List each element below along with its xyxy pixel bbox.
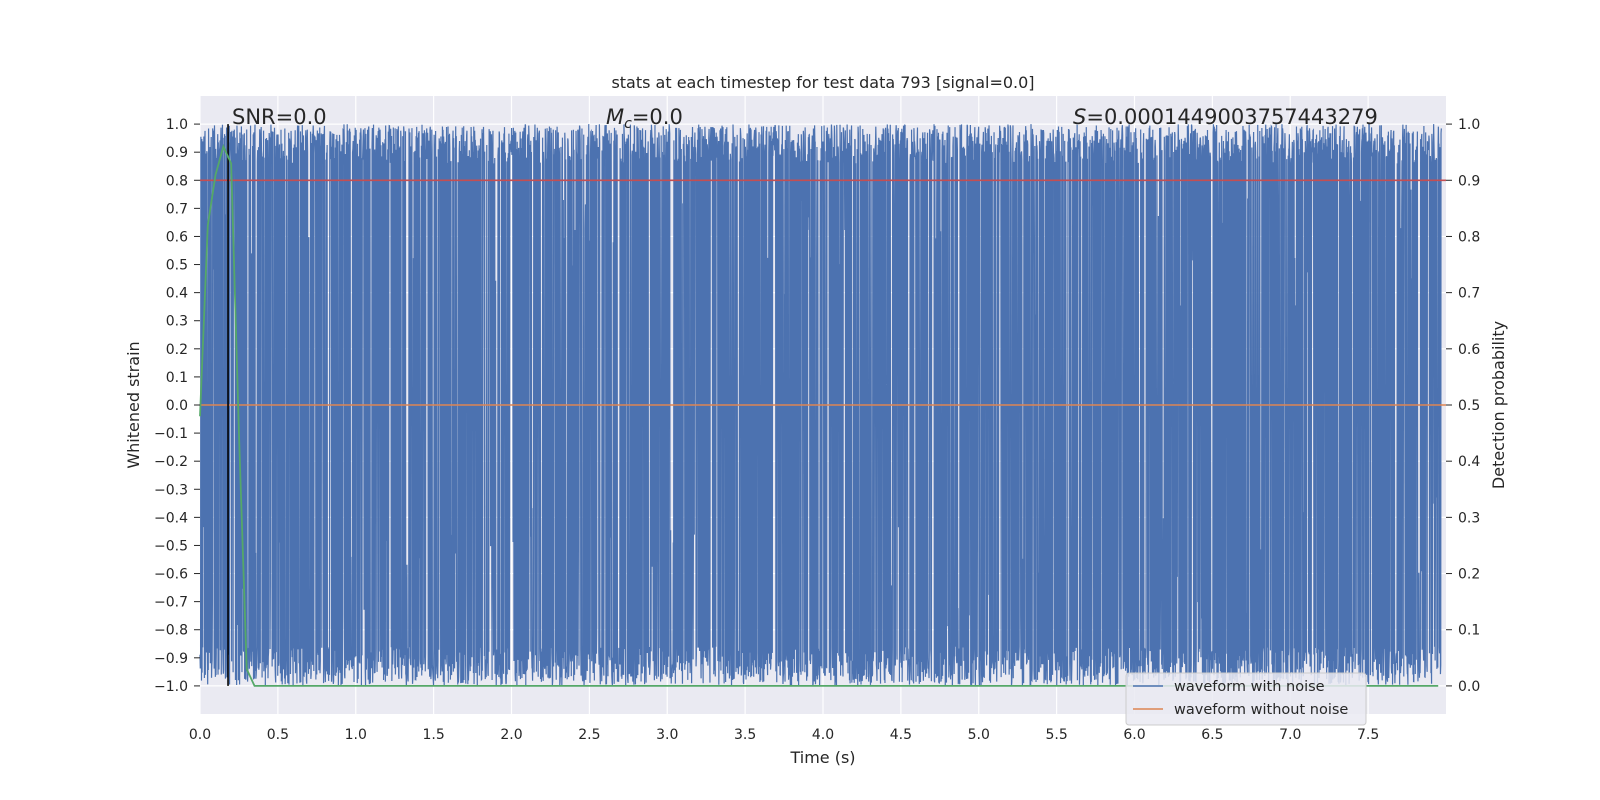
legend-label-clean: waveform without noise xyxy=(1174,702,1348,718)
y2-tick-label: 0.7 xyxy=(1458,286,1480,302)
y2-tick-label: 1.0 xyxy=(1458,117,1480,133)
x-tick-label: 5.0 xyxy=(968,727,990,743)
y-tick-label: −0.6 xyxy=(154,567,188,583)
x-tick-label: 6.5 xyxy=(1201,727,1223,743)
y2-tick-label: 0.9 xyxy=(1458,173,1480,189)
y-tick-label: 0.9 xyxy=(166,145,188,161)
overlay-series xyxy=(199,124,1446,687)
x-axis-label: Time (s) xyxy=(789,748,855,767)
y-axis-label: Whitened strain xyxy=(124,341,143,468)
y-tick-label: 0.3 xyxy=(166,314,188,330)
y2-tick-label: 0.1 xyxy=(1458,623,1480,639)
y-tick-label: −0.7 xyxy=(154,595,188,611)
y2-tick-label: 0.0 xyxy=(1458,679,1480,695)
y2-tick-labels: 1.0 0.9 0.8 0.7 0.6 0.5 0.4 0.3 0.2 0.1 0.0 xyxy=(1446,117,1480,695)
noise-series xyxy=(199,122,1442,688)
y2-tick-label: 0.6 xyxy=(1458,342,1480,358)
y2-tick-label: 0.4 xyxy=(1458,454,1480,470)
legend: waveform with noise waveform without noi… xyxy=(1125,672,1367,726)
y-tick-label: −0.8 xyxy=(154,623,188,639)
y-tick-label: −0.2 xyxy=(154,454,188,470)
x-tick-label: 5.5 xyxy=(1045,727,1067,743)
y-tick-label: −0.5 xyxy=(154,538,188,554)
y-tick-label: 0.5 xyxy=(166,258,188,274)
y2-tick-label: 0.2 xyxy=(1458,567,1480,583)
x-tick-label: 3.0 xyxy=(656,727,678,743)
y-tick-label: −1.0 xyxy=(154,679,188,695)
x-tick-label: 0.5 xyxy=(267,727,289,743)
y-tick-label: −0.9 xyxy=(154,651,188,667)
x-tick-label: 7.5 xyxy=(1357,727,1379,743)
mc-subscript: c xyxy=(624,116,632,132)
y-tick-labels: 1.0 0.9 0.8 0.7 0.6 0.5 0.4 0.3 0.2 0.1 0.0 −0.1 −0.… xyxy=(154,117,200,695)
legend-box xyxy=(1125,672,1367,726)
x-tick-label: 2.0 xyxy=(500,727,522,743)
x-tick-label: 6.0 xyxy=(1123,727,1145,743)
s-symbol: S xyxy=(1073,105,1086,129)
y-tick-label: 0.0 xyxy=(166,398,188,414)
y2-axis-label: Detection probability xyxy=(1489,321,1508,489)
x-tick-label: 1.5 xyxy=(422,727,444,743)
x-tick-label: 3.5 xyxy=(734,727,756,743)
series-waveform-with-noise xyxy=(199,122,1442,688)
x-tick-label: 0.0 xyxy=(189,727,211,743)
x-tick-label: 4.5 xyxy=(890,727,912,743)
x-tick-label: 2.5 xyxy=(578,727,600,743)
y-tick-label: −0.4 xyxy=(154,510,188,526)
y-tick-label: 0.6 xyxy=(166,229,188,245)
mc-annotation: Mc=0.0 xyxy=(606,105,683,132)
y2-tick-label: 0.5 xyxy=(1458,398,1480,414)
s-annotation: S=0.0001449003757443279 xyxy=(1073,105,1378,129)
x-tick-labels: 0.0 0.5 1.0 1.5 2.0 2.5 3.0 3.5 4.0 4.5 5.0 5.5 6.0 6… xyxy=(189,727,1379,743)
series-detection-probability xyxy=(199,143,1439,687)
x-tick-label: 7.0 xyxy=(1279,727,1301,743)
y-tick-label: −0.1 xyxy=(154,426,188,442)
x-tick-label: 1.0 xyxy=(345,727,367,743)
y-tick-label: −0.3 xyxy=(154,482,188,498)
chart-title: stats at each timestep for test data 793… xyxy=(611,73,1034,92)
mc-value: =0.0 xyxy=(632,105,683,129)
y-tick-label: 1.0 xyxy=(166,117,188,133)
mc-symbol: M xyxy=(606,105,624,129)
s-value: =0.0001449003757443279 xyxy=(1086,105,1378,129)
y-tick-label: 0.4 xyxy=(166,286,188,302)
snr-annotation: SNR=0.0 xyxy=(232,105,327,129)
y2-tick-label: 0.3 xyxy=(1458,510,1480,526)
x-tick-label: 4.0 xyxy=(812,727,834,743)
y-tick-label: 0.1 xyxy=(166,370,188,386)
y-tick-label: 0.7 xyxy=(166,201,188,217)
y-tick-label: 0.8 xyxy=(166,173,188,189)
y-tick-label: 0.2 xyxy=(166,342,188,358)
y2-tick-label: 0.8 xyxy=(1458,229,1480,245)
legend-label-noise: waveform with noise xyxy=(1174,679,1325,695)
